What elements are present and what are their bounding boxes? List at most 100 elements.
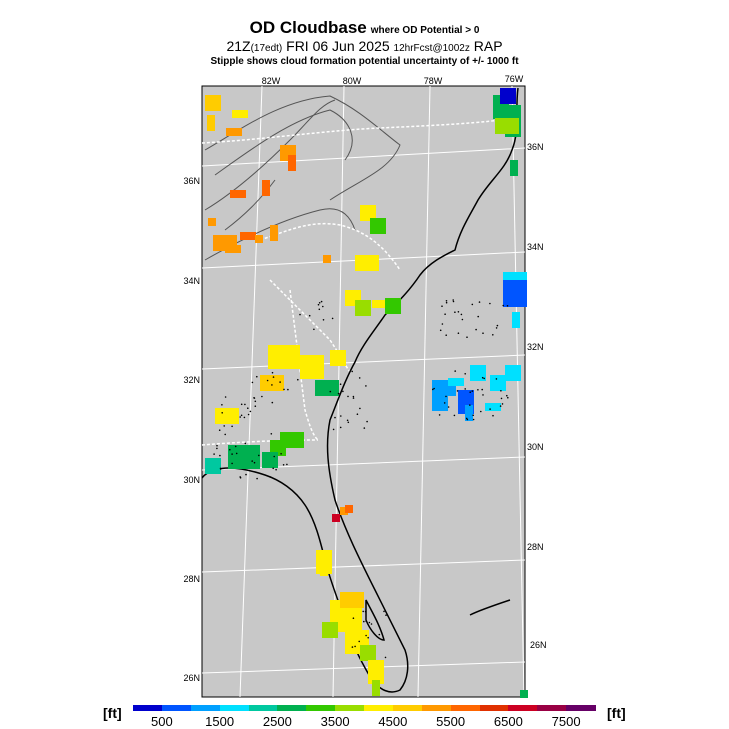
state-border-va-nc bbox=[201, 119, 501, 144]
cloudbase-cell bbox=[370, 218, 386, 234]
colorbar-unit-right: [ft] bbox=[607, 705, 626, 721]
graticule-lon-78 bbox=[417, 85, 431, 698]
stipple-dot bbox=[249, 410, 252, 413]
stipple-dot bbox=[255, 375, 258, 378]
title-text: OD Cloudbase bbox=[249, 18, 367, 37]
cloudbase-cell bbox=[215, 408, 239, 424]
stipple-dot bbox=[266, 379, 269, 382]
stipple-dot bbox=[507, 396, 509, 399]
cloudbase-cell bbox=[448, 378, 464, 386]
stipple-dot bbox=[331, 317, 334, 320]
stipple-dot bbox=[270, 433, 273, 435]
lon-label-78w: 78W bbox=[424, 76, 443, 86]
lat-label-28n-right: 28N bbox=[527, 542, 544, 552]
stipple-dot bbox=[271, 371, 274, 374]
stipple-dot bbox=[454, 370, 457, 372]
stipple-dot bbox=[452, 299, 455, 301]
cloudbase-cell bbox=[505, 365, 521, 381]
stipple-dot bbox=[364, 610, 367, 613]
colorbar-swatch bbox=[161, 705, 192, 711]
stipple-dot bbox=[464, 388, 467, 390]
graticule-lat-32 bbox=[201, 354, 526, 370]
lon-label-82w: 82W bbox=[262, 76, 281, 86]
stipple-dot bbox=[461, 318, 464, 321]
cloudbase-cell bbox=[300, 355, 324, 379]
stipple-note: Stipple shows cloud formation potential … bbox=[210, 56, 519, 67]
stipple-dot bbox=[445, 395, 447, 398]
valid-time: 21Z bbox=[226, 38, 251, 54]
stipple-dot bbox=[258, 454, 260, 457]
stipple-dot bbox=[240, 403, 243, 406]
cloudbase-cell bbox=[510, 160, 518, 176]
colorbar-swatch bbox=[133, 705, 163, 711]
cloudbase-cell bbox=[512, 312, 520, 328]
colorbar-unit-left: [ft] bbox=[103, 705, 122, 721]
stipple-dot bbox=[329, 390, 332, 393]
stipple-dot bbox=[229, 448, 231, 451]
cloudbase-cell bbox=[500, 88, 516, 104]
stipple-dot bbox=[482, 394, 484, 396]
stipple-dot bbox=[247, 407, 249, 410]
stipple-dot bbox=[477, 389, 479, 391]
cloudbase-cell bbox=[288, 155, 296, 171]
cloudbase-cell bbox=[503, 272, 527, 280]
stipple-dot bbox=[447, 406, 450, 408]
stipple-dot bbox=[502, 304, 505, 307]
stipple-dot bbox=[453, 414, 456, 417]
title-valid-line: 21Z(17edt) FRI 06 Jun 2025 12hrFcst@1002… bbox=[0, 38, 729, 54]
cloudbase-cell bbox=[485, 403, 501, 411]
stipple-dot bbox=[466, 418, 469, 421]
stipple-dot bbox=[354, 645, 356, 648]
cloudbase-cell bbox=[322, 622, 338, 638]
cloudbase-cell bbox=[360, 645, 376, 661]
stipple-dot bbox=[308, 314, 311, 317]
colorbar-swatch bbox=[277, 705, 307, 711]
cloudbase-cell bbox=[228, 445, 260, 469]
terrain-contour bbox=[224, 179, 276, 231]
stipple-dot bbox=[368, 621, 371, 624]
stipple-dot bbox=[454, 311, 456, 314]
lat-label-34n-right: 34N bbox=[527, 242, 544, 252]
stipple-dot bbox=[240, 414, 243, 417]
stipple-dot bbox=[366, 420, 368, 423]
stipple-dot bbox=[500, 397, 503, 400]
stipple-dot bbox=[256, 477, 258, 480]
lat-labels: 36N 34N 32N 30N 28N 26N 36N 34N 32N 30N … bbox=[183, 142, 546, 683]
graticule-lon-76 bbox=[511, 85, 525, 698]
stipple-dot bbox=[363, 620, 365, 623]
lat-label-26n-right: 26N bbox=[530, 640, 547, 650]
lat-label-30n-right: 30N bbox=[527, 442, 544, 452]
cloudbase-cell bbox=[355, 255, 379, 271]
stipple-dot bbox=[362, 610, 365, 613]
stipple-dot bbox=[216, 444, 218, 447]
stipple-dot bbox=[499, 405, 502, 407]
lat-label-26n-left: 26N bbox=[183, 673, 200, 683]
cloudbase-cell bbox=[340, 592, 364, 608]
stipple-dot bbox=[481, 376, 484, 379]
cloudbase-cell bbox=[495, 118, 519, 134]
stipple-dot bbox=[495, 327, 498, 329]
model-name: RAP bbox=[473, 38, 503, 54]
stipple-dot bbox=[475, 328, 477, 331]
stipple-dot bbox=[358, 640, 361, 643]
terrain-contour bbox=[214, 109, 353, 176]
stipple-dot bbox=[287, 388, 289, 391]
stipple-dot bbox=[313, 328, 315, 331]
colorbar-tick-label: 6500 bbox=[493, 714, 523, 729]
stipple-dot bbox=[439, 329, 442, 332]
stipple-dot bbox=[223, 425, 225, 427]
colorbar-tick-label: 2500 bbox=[262, 714, 292, 729]
stipple-dot bbox=[456, 390, 459, 392]
cloudbase-cell bbox=[260, 375, 284, 391]
stipple-dot bbox=[365, 634, 367, 637]
stipple-dot bbox=[441, 323, 444, 325]
cloudbase-cell bbox=[205, 458, 221, 474]
coastline-path bbox=[201, 87, 519, 693]
stipple-dot bbox=[318, 302, 321, 304]
stipple-dot bbox=[235, 452, 238, 455]
stipple-dot bbox=[231, 453, 233, 455]
stipple-dot bbox=[506, 305, 509, 307]
stipple-dot bbox=[342, 390, 344, 393]
stipple-dot bbox=[489, 408, 491, 410]
stipple-dot bbox=[352, 395, 355, 398]
